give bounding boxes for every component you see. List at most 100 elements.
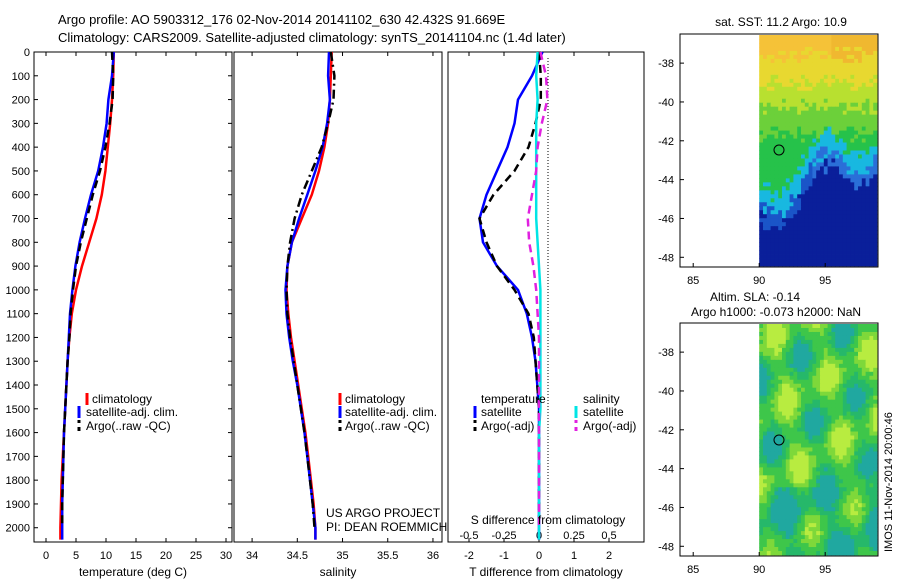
map-cell (873, 324, 878, 329)
map-cell (774, 351, 779, 357)
map-cell (797, 371, 802, 377)
map-cell (763, 230, 768, 235)
map-cell (850, 395, 855, 401)
map-cell (873, 535, 878, 540)
map-cell (782, 38, 787, 44)
map-cell (854, 467, 859, 472)
map-cell (846, 479, 851, 484)
map-cell (789, 62, 794, 68)
map-cell (850, 35, 855, 40)
map-cell (816, 42, 821, 48)
map-cell (842, 391, 847, 397)
map-cell (839, 515, 844, 520)
map-cell (804, 479, 809, 484)
map-cell (759, 507, 764, 512)
map-cell (782, 82, 787, 88)
map-cell (808, 162, 813, 167)
map-cell (774, 423, 779, 428)
map-cell (797, 523, 802, 528)
map-cell (804, 198, 809, 203)
map-cell (763, 54, 768, 60)
map-cell (846, 142, 851, 147)
map-cell (789, 355, 794, 361)
map-cell (835, 134, 840, 139)
map-cell (782, 35, 787, 40)
map-cell (782, 507, 787, 512)
map-cell (763, 347, 768, 353)
map-cell (831, 250, 836, 255)
map-cell (850, 439, 855, 444)
map-cell (842, 98, 847, 104)
map-cell (785, 411, 790, 416)
map-cell (793, 42, 798, 48)
map-cell (835, 94, 840, 100)
map-cell (808, 419, 813, 424)
map-cell (801, 483, 806, 488)
map-cell (827, 471, 832, 476)
map-cell (785, 190, 790, 195)
map-cell (770, 367, 775, 373)
map-cell (782, 90, 787, 96)
map-cell (839, 214, 844, 219)
map-cell (820, 202, 825, 207)
map-cell (812, 70, 817, 76)
map-cell (770, 415, 775, 420)
map-cell (789, 118, 794, 124)
map-cell (789, 122, 794, 127)
map-cell (770, 234, 775, 239)
map-cell (816, 134, 821, 139)
map-cell (820, 98, 825, 104)
map-cell (831, 495, 836, 500)
map-cell (835, 238, 840, 243)
map-cell (789, 495, 794, 500)
map-cell (865, 351, 870, 357)
map-cell (759, 78, 764, 84)
map-cell (763, 531, 768, 536)
map-cell (816, 347, 821, 353)
map-cell (774, 150, 779, 155)
map-cell (869, 222, 874, 227)
map-cell (774, 547, 779, 552)
map-cell (869, 154, 874, 159)
map-cell (793, 539, 798, 544)
map-cell (861, 423, 866, 428)
map-cell (808, 222, 813, 227)
map-cell (774, 162, 779, 167)
map-cell (873, 58, 878, 64)
map-cell (827, 58, 832, 64)
map-cell (778, 170, 783, 175)
map-cell (801, 35, 806, 40)
map-cell (808, 174, 813, 179)
map-cell (801, 539, 806, 544)
map-cell (835, 214, 840, 219)
map-cell (816, 531, 821, 536)
map-cell (778, 234, 783, 239)
map-cell (766, 130, 771, 135)
map-cell (789, 222, 794, 227)
map-cell (835, 551, 840, 556)
map-cell (858, 254, 863, 259)
map-cell (835, 431, 840, 436)
map-cell (782, 114, 787, 120)
map-cell (759, 479, 764, 484)
x-tick-label: 35.5 (377, 550, 398, 562)
map-cell (782, 210, 787, 215)
map-cell (831, 327, 836, 333)
map-cell (785, 515, 790, 520)
map-cell (820, 186, 825, 191)
map-cell (778, 78, 783, 84)
map-cell (804, 242, 809, 247)
map-cell (808, 126, 813, 131)
map-cell (766, 242, 771, 247)
map-cell (797, 246, 802, 251)
map-cell (858, 479, 863, 484)
map-cell (759, 146, 764, 151)
map-cell (865, 451, 870, 456)
map-cell (797, 387, 802, 393)
map-cell (839, 383, 844, 389)
map-cell (759, 467, 764, 472)
map-cell (839, 511, 844, 516)
map-cell (766, 371, 771, 377)
map-cell (785, 174, 790, 179)
map-cell (774, 230, 779, 235)
